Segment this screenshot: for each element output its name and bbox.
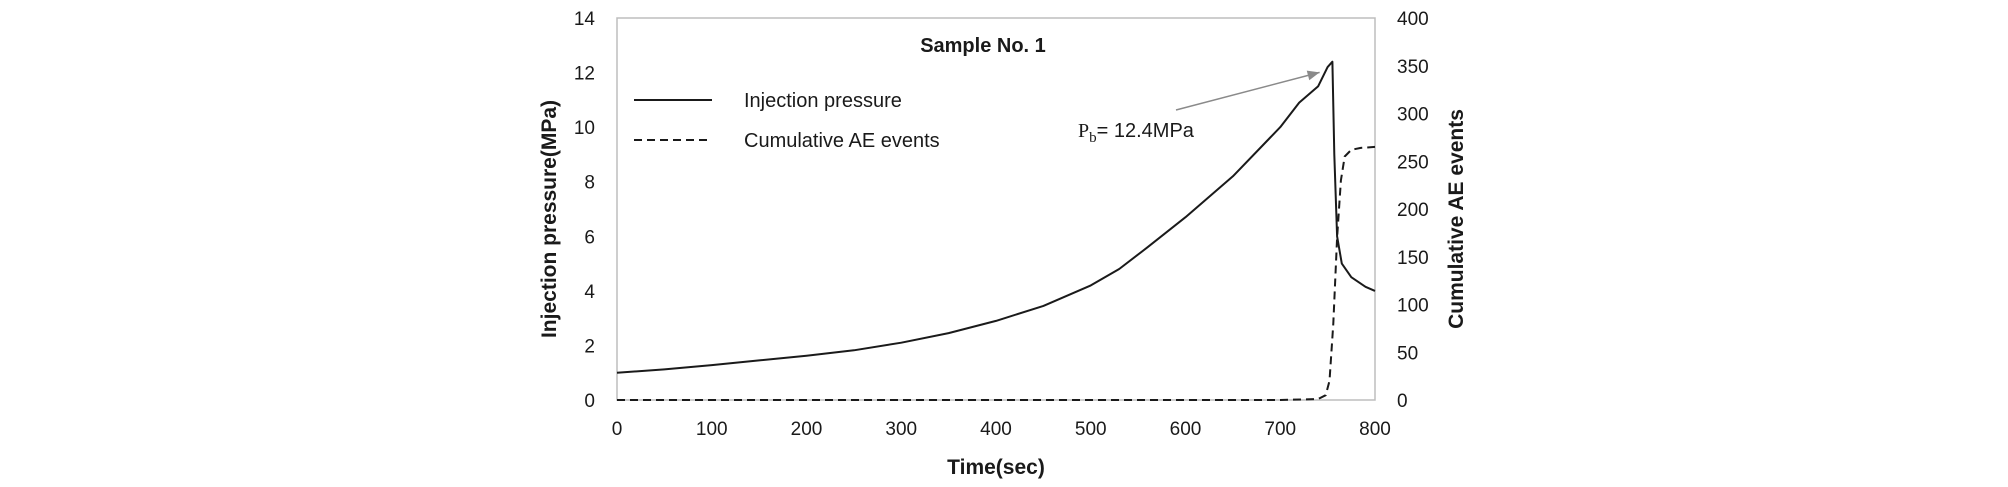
series-line-injection-pressure: [616, 60, 1376, 374]
y-right-tick-label: 200: [1397, 200, 1429, 221]
y-right-tick-label: 100: [1397, 296, 1429, 317]
y-left-tick-label: 6: [584, 227, 595, 248]
y-left-tick-label: 0: [584, 391, 595, 412]
y-right-tick-label: 350: [1397, 57, 1429, 78]
x-tick-label: 700: [1264, 419, 1296, 440]
y-right-tick-label: 150: [1397, 248, 1429, 269]
x-tick-label: 100: [696, 419, 728, 440]
annotation-arrow-line: [1175, 71, 1320, 111]
y-right-tick-label: 50: [1397, 343, 1418, 364]
legend-label-ae-events: Cumulative AE events: [744, 130, 940, 152]
y-left-tick-label: 2: [584, 336, 595, 357]
y-right-tick-label: 250: [1397, 152, 1429, 173]
legend-label-injection-pressure: Injection pressure: [744, 90, 902, 112]
y-right-tick-label: 0: [1397, 391, 1408, 412]
x-tick-label: 200: [791, 419, 823, 440]
y-left-axis-title: Injection pressure(MPa): [538, 100, 561, 338]
plot-frame: [616, 17, 1376, 401]
x-tick-label: 0: [612, 419, 623, 440]
x-tick-label: 600: [1170, 419, 1202, 440]
y-left-tick-label: 14: [574, 9, 596, 30]
y-right-axis-title: Cumulative AE events: [1445, 109, 1468, 329]
x-tick-label: 300: [885, 419, 917, 440]
y-right-tick-label: 300: [1397, 105, 1429, 126]
y-left-tick-label: 8: [584, 173, 595, 194]
y-left-tick-label: 12: [574, 64, 595, 85]
chart-title: Sample No. 1: [920, 35, 1046, 57]
series-line-ae-events: [617, 145, 1376, 401]
annotation-arrow-head: [1306, 70, 1320, 81]
x-tick-label: 400: [980, 419, 1012, 440]
y-left-tick-label: 10: [574, 118, 595, 139]
y-left-tick-label: 4: [584, 282, 595, 303]
x-axis-title: Time(sec): [947, 456, 1045, 479]
y-right-tick-label: 400: [1397, 9, 1429, 30]
x-tick-label: 500: [1075, 419, 1107, 440]
x-tick-label: 800: [1359, 419, 1391, 440]
annotation-label: Pb= 12.4MPa: [1078, 120, 1195, 146]
